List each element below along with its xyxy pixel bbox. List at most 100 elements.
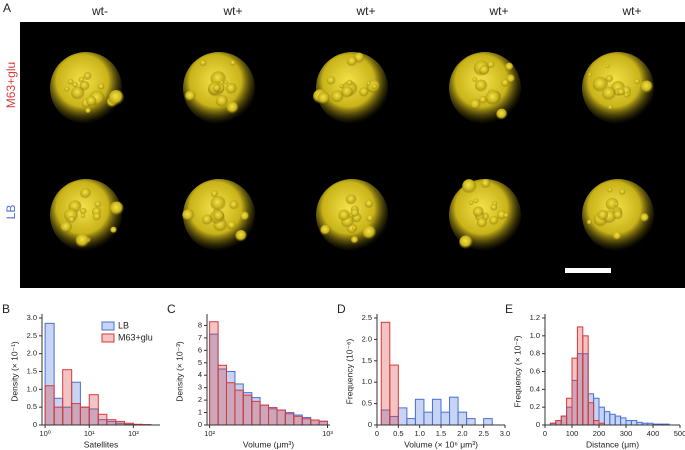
- cell-blob: [496, 108, 508, 121]
- y-axis-title: Frequency (10⁻⁶): [344, 339, 354, 405]
- cell-blob: [607, 105, 613, 110]
- legend-swatch: [101, 321, 115, 331]
- cell-blob: [352, 225, 357, 231]
- bar: [209, 321, 219, 426]
- cell-blob: [468, 200, 474, 206]
- bar: [268, 407, 278, 426]
- bar: [106, 419, 117, 426]
- x-tick-label: 500: [674, 429, 685, 438]
- bar: [293, 415, 303, 426]
- x-tick-label: 2.0: [457, 429, 467, 438]
- cell-blob: [607, 187, 613, 193]
- bar: [457, 411, 468, 426]
- y-tick-label: 5: [198, 358, 202, 367]
- bar: [571, 357, 578, 426]
- cell-blob: [320, 224, 332, 236]
- x-tick-label: 2.5: [478, 429, 488, 438]
- panel-label: B: [2, 302, 10, 316]
- bar: [217, 364, 227, 426]
- cell-blob: [239, 211, 250, 222]
- bar: [53, 406, 64, 426]
- bar: [620, 417, 627, 426]
- bar: [466, 418, 476, 426]
- micrographs: [50, 52, 654, 251]
- panel-label: E: [505, 302, 513, 316]
- cell-blob: [505, 62, 514, 72]
- cell-blob: [110, 226, 118, 234]
- cell-blob: [235, 229, 248, 242]
- column-label: wt+: [488, 4, 508, 18]
- cell-blob: [229, 60, 236, 66]
- legend-label: LB: [118, 320, 129, 330]
- cell-blob: [640, 213, 650, 223]
- cell-blob: [490, 203, 498, 211]
- cell-blob: [71, 86, 85, 100]
- cell-cluster: [50, 179, 122, 251]
- cell-blob: [109, 201, 125, 216]
- bar: [44, 385, 55, 426]
- cell-blob: [613, 210, 623, 220]
- bar: [614, 415, 622, 426]
- cell-blob: [612, 231, 622, 241]
- y-tick-label: 0: [368, 420, 372, 429]
- row-label: M63+glu: [4, 62, 18, 108]
- bar: [88, 394, 99, 426]
- cell-blob: [623, 92, 630, 98]
- bar: [609, 413, 616, 426]
- cell-blob: [501, 78, 510, 87]
- cell-blob: [479, 95, 487, 104]
- cell-blob: [587, 72, 592, 77]
- cell-blob: [83, 72, 92, 81]
- bar: [630, 420, 638, 426]
- y-axis-title: Density (× 10⁻³): [174, 341, 184, 402]
- cell-blob: [619, 188, 626, 196]
- cell-blob: [614, 202, 619, 207]
- cell-blob: [487, 61, 495, 69]
- cell-blob: [85, 107, 92, 114]
- y-tick-label: 4: [198, 370, 202, 379]
- cell-blob: [86, 95, 97, 107]
- cell-blob: [359, 87, 369, 97]
- bar: [389, 364, 399, 426]
- cell-blob: [72, 81, 79, 88]
- bar: [310, 419, 320, 426]
- cell-blob: [485, 90, 501, 106]
- x-axis-title: Volume (× 10⁶ μm³): [404, 439, 478, 449]
- x-tick-label: 10³: [322, 429, 333, 438]
- bar: [414, 398, 425, 426]
- cell-blob: [345, 194, 357, 205]
- bar: [598, 406, 605, 426]
- cell-blob: [350, 208, 360, 218]
- cell-blob: [634, 78, 641, 85]
- cell-blob: [213, 210, 225, 222]
- bar: [284, 413, 295, 426]
- bar: [625, 420, 632, 426]
- cell-blob: [229, 200, 239, 210]
- x-tick-label: 1.5: [436, 429, 446, 438]
- y-axis-title: Density (× 10⁻¹): [9, 341, 19, 402]
- cell-blob: [597, 210, 609, 221]
- bar: [483, 418, 493, 426]
- panel-label: C: [167, 302, 176, 316]
- cell-blob: [80, 187, 91, 199]
- column-label: wt+: [355, 4, 375, 18]
- cell-blob: [79, 207, 87, 215]
- cell-blob: [472, 206, 484, 218]
- bar: [259, 404, 270, 426]
- bar: [555, 420, 562, 426]
- y-tick-label: 2.0: [27, 349, 37, 358]
- y-tick-label: 0: [33, 420, 37, 429]
- bar: [301, 418, 312, 426]
- bar: [115, 420, 126, 426]
- cell-blob: [462, 179, 477, 194]
- bar: [79, 406, 90, 426]
- x-tick-label: 400: [647, 429, 660, 438]
- column-label: wt+: [621, 4, 641, 18]
- bar: [234, 389, 244, 426]
- bar: [587, 402, 595, 426]
- x-tick-label: 10²: [204, 429, 215, 438]
- y-tick-label: 0: [198, 420, 202, 429]
- x-tick-label: 10⁰: [39, 429, 50, 438]
- cell-blob: [339, 84, 344, 89]
